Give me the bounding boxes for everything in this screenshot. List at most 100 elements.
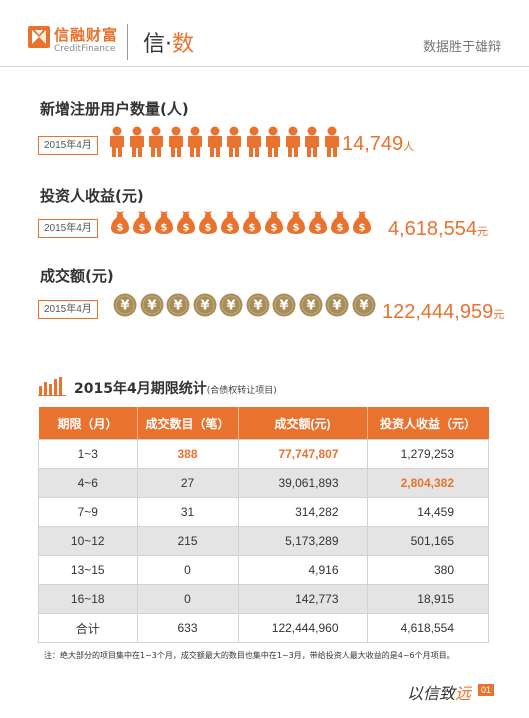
cell-income: 4,618,554 (366, 613, 489, 643)
cell-income: 380 (366, 555, 489, 585)
yuan-coin-icon: ¥ (193, 293, 217, 321)
svg-text:$: $ (139, 223, 146, 234)
date-badge-users: 2015年4月 (38, 136, 98, 155)
cell-income: 1,279,253 (366, 439, 489, 469)
cell-volume: 4,916 (237, 555, 368, 585)
page-title: 信·数 (143, 26, 194, 58)
svg-text:¥: ¥ (120, 299, 129, 314)
date-badge-volume: 2015年4月 (38, 300, 98, 319)
money-bag-icon: $ (352, 209, 372, 239)
cell-term: 合计 (38, 613, 138, 643)
slogan: 数据胜于雄辩 (422, 40, 501, 55)
money-bag-icon: $ (308, 209, 328, 239)
svg-text:$: $ (315, 223, 322, 234)
col-header-count: 成交数目（笔） (137, 407, 239, 440)
person-icon-row (108, 126, 342, 162)
svg-text:¥: ¥ (226, 299, 235, 314)
person-icon (264, 126, 282, 162)
svg-text:$: $ (227, 223, 234, 234)
cell-count: 27 (136, 468, 239, 498)
volume-value: 122,444,959元 (382, 301, 504, 324)
svg-text:¥: ¥ (306, 299, 315, 314)
person-icon (323, 126, 341, 162)
col-header-income: 投资人收益（元） (367, 407, 489, 440)
svg-text:$: $ (249, 223, 256, 234)
table-title: 2015年4月期限统计(合债权转让项目) (74, 378, 277, 398)
yuan-coin-icon: ¥ (352, 293, 376, 321)
yuan-coin-icon: ¥ (219, 293, 243, 321)
term-stats-table: 期限（月） 成交数目（笔） 成交额(元) 投资人收益（元） 1~3 388 77… (38, 407, 489, 643)
person-icon (206, 126, 224, 162)
brand-name: 信融财富 (54, 26, 119, 44)
money-bag-icon: $ (220, 209, 240, 239)
col-header-term: 期限（月） (38, 407, 138, 440)
date-badge-income: 2015年4月 (38, 219, 98, 238)
yuan-coin-icon: ¥ (325, 293, 349, 321)
section-title-users: 新增注册用户数量(人) (40, 100, 189, 118)
section-title-income: 投资人收益(元) (40, 187, 144, 205)
header-divider-line (0, 66, 529, 67)
table-row: 16~18 0 142,773 18,915 (38, 584, 489, 614)
money-bag-icon: $ (330, 209, 350, 239)
cell-term: 7~9 (38, 497, 138, 527)
person-icon (245, 126, 263, 162)
volume-value-number: 122,444,959 (382, 301, 494, 323)
cell-term: 13~15 (38, 555, 138, 585)
table-row: 1~3 388 77,747,807 1,279,253 (38, 439, 489, 469)
money-bag-icon-row: $ $ $ $ $ $ $ $ $ $ $ $ (110, 209, 374, 239)
table-total-row: 合计 633 122,444,960 4,618,554 (38, 613, 489, 643)
cell-count: 215 (136, 526, 239, 556)
money-bag-icon: $ (198, 209, 218, 239)
money-bag-icon: $ (176, 209, 196, 239)
cell-income: 14,459 (366, 497, 489, 527)
page-title-accent: 数 (172, 32, 195, 57)
person-icon (147, 126, 165, 162)
cell-volume: 5,173,289 (237, 526, 368, 556)
cell-count: 388 (136, 439, 239, 469)
svg-text:¥: ¥ (332, 299, 341, 314)
svg-text:$: $ (205, 223, 212, 234)
cell-income: 501,165 (366, 526, 489, 556)
cell-count: 0 (136, 555, 239, 585)
table-title-main: 2015年4月期限统计 (74, 381, 207, 397)
cell-term: 4~6 (38, 468, 138, 498)
svg-text:¥: ¥ (253, 299, 262, 314)
section-title-volume: 成交额(元) (40, 267, 114, 285)
money-bag-icon: $ (110, 209, 130, 239)
income-value: 4,618,554元 (388, 218, 488, 241)
income-value-unit: 元 (476, 226, 488, 238)
yuan-coin-icon: ¥ (140, 293, 164, 321)
page-number: 01 (477, 684, 494, 696)
money-bag-icon: $ (264, 209, 284, 239)
table-row: 7~9 31 314,282 14,459 (38, 497, 489, 527)
footnote: 注：绝大部分的项目集中在1~3个月，成交额最大的数目也集中在1~3月，带给投资人… (44, 651, 455, 660)
money-bag-icon: $ (242, 209, 262, 239)
svg-text:$: $ (271, 223, 278, 234)
cell-income: 18,915 (366, 584, 489, 614)
table-row: 13~15 0 4,916 380 (38, 555, 489, 585)
cell-volume: 77,747,807 (237, 439, 368, 469)
cell-count: 633 (136, 613, 239, 643)
yuan-coin-icon: ¥ (166, 293, 190, 321)
person-icon (225, 126, 243, 162)
svg-text:$: $ (359, 223, 366, 234)
page-title-main: 信· (143, 32, 172, 57)
table-row: 4~6 27 39,061,893 2,804,382 (38, 468, 489, 498)
users-value-number: 14,749 (342, 133, 404, 155)
table-row: 10~12 215 5,173,289 501,165 (38, 526, 489, 556)
svg-text:$: $ (337, 223, 344, 234)
svg-text:$: $ (293, 223, 300, 234)
income-value-number: 4,618,554 (388, 218, 477, 240)
table-header-row: 期限（月） 成交数目（笔） 成交额(元) 投资人收益（元） (38, 407, 489, 440)
cell-volume: 122,444,960 (237, 613, 368, 643)
svg-text:¥: ¥ (147, 299, 156, 314)
cell-term: 16~18 (38, 584, 138, 614)
header-divider (127, 24, 128, 60)
person-icon (108, 126, 126, 162)
yuan-coin-icon: ¥ (113, 293, 137, 321)
svg-text:$: $ (161, 223, 168, 234)
person-icon (186, 126, 204, 162)
table-subtitle: (合债权转让项目) (206, 386, 277, 396)
bar-chart-icon (38, 376, 68, 400)
cell-term: 1~3 (38, 439, 138, 469)
